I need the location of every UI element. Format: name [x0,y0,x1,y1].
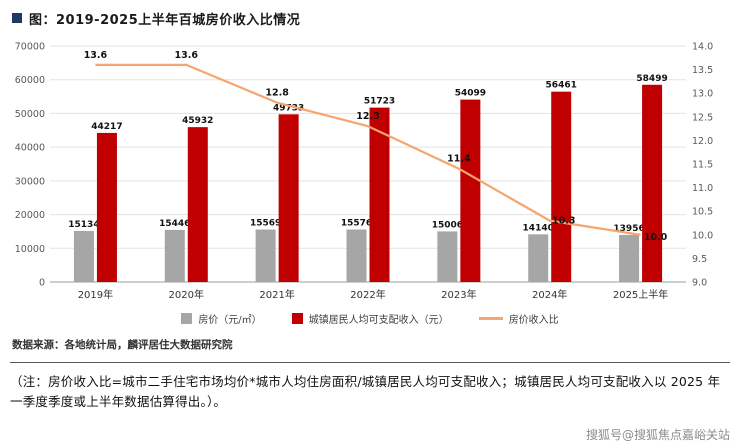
chart-legend: 房价（元/㎡） 城镇居民人均可支配收入（元） 房价收入比 [10,308,730,328]
bar-1-3 [369,107,390,282]
bar-0-3 [346,229,367,282]
svg-text:2023年: 2023年 [441,288,476,301]
bar-1-5 [551,91,572,282]
svg-text:10.0: 10.0 [692,230,713,241]
gridlines: 0 10000 20000 30000 40000 50000 60000 70000 9.0 9… [15,42,713,289]
svg-text:9.5: 9.5 [692,254,707,265]
svg-text:13.6: 13.6 [84,50,108,61]
svg-text:40000: 40000 [15,143,45,154]
legend-swatch-ratio-line [478,316,503,320]
svg-text:11.0: 11.0 [692,183,713,194]
bar-0-6 [619,234,640,282]
svg-text:10.3: 10.3 [552,216,575,227]
svg-text:0: 0 [39,278,45,289]
svg-text:51723: 51723 [364,97,395,107]
legend-item-price: 房价（元/㎡） [181,311,262,326]
svg-text:14140: 14140 [523,223,554,233]
bar-1-2 [278,114,299,283]
svg-text:14.0: 14.0 [692,42,713,53]
bar-0-1 [164,229,185,282]
svg-text:2020年: 2020年 [169,288,204,301]
bar-1-6 [642,84,663,282]
bar-1-1 [187,127,208,282]
svg-text:20000: 20000 [15,210,45,221]
data-source: 数据来源：各地统计局，麟评居住大数据研究院 [12,339,233,351]
footnote: （注：房价收入比=城市二手住宅市场均价*城市人均住房面积/城镇居民人均可支配收入… [10,374,721,409]
bar-0-4 [437,231,458,282]
svg-text:2022年: 2022年 [350,288,385,301]
svg-text:12.5: 12.5 [692,112,713,123]
svg-text:12.3: 12.3 [356,111,379,122]
svg-text:13.5: 13.5 [692,65,713,76]
watermark: 搜狐号@搜狐焦点嘉峪关站 [585,428,730,442]
svg-text:10.0: 10.0 [644,232,668,243]
bar-0-5 [528,234,549,282]
legend-label-income: 城镇居民人均可支配收入（元） [308,314,449,326]
price-income-chart: 0 10000 20000 30000 40000 50000 60000 70000 9.0 9… [10,32,728,308]
svg-text:2019年: 2019年 [78,288,113,301]
bar-1-4 [460,99,481,282]
ratio-line-series: 13.6 13.6 12.8 12.3 11.4 10.3 10.0 [84,50,668,243]
legend-swatch-price [181,312,193,324]
svg-text:13956: 13956 [613,224,644,234]
svg-text:15576: 15576 [341,218,372,228]
svg-text:15134: 15134 [68,220,99,230]
svg-text:9.0: 9.0 [692,278,707,289]
ratio-line [95,63,641,236]
svg-text:13.0: 13.0 [692,89,713,100]
svg-text:45932: 45932 [182,116,213,126]
divider-line [10,362,730,363]
svg-text:2024年: 2024年 [532,288,567,301]
svg-text:15446: 15446 [159,219,190,229]
svg-text:13.6: 13.6 [175,50,199,61]
svg-text:44217: 44217 [91,122,122,132]
chart-title-row: 图：2019-2025上半年百城房价收入比情况 [12,8,730,28]
bar-0-0 [73,230,94,282]
bar-series: 15134 44217 2019年 15446 45932 2020年 15569 49733… [68,74,668,301]
legend-item-income: 城镇居民人均可支配收入（元） [291,311,449,326]
svg-text:11.5: 11.5 [692,160,713,171]
svg-text:56461: 56461 [546,81,577,91]
svg-text:60000: 60000 [15,75,45,86]
svg-text:2021年: 2021年 [259,288,294,301]
svg-text:30000: 30000 [15,176,45,187]
legend-label-ratio: 房价收入比 [508,314,559,326]
svg-text:70000: 70000 [15,42,45,53]
svg-text:49733: 49733 [273,103,304,113]
svg-text:12.0: 12.0 [692,136,713,147]
legend-swatch-income [291,312,303,324]
svg-text:10000: 10000 [15,244,45,255]
svg-text:12.8: 12.8 [265,88,289,99]
svg-text:54099: 54099 [455,89,486,99]
svg-text:11.4: 11.4 [447,154,471,165]
svg-text:10.5: 10.5 [692,207,713,218]
bar-0-2 [255,229,276,282]
bar-1-0 [96,132,117,282]
svg-text:15569: 15569 [250,219,281,229]
chart-title: 图：2019-2025上半年百城房价收入比情况 [29,12,301,28]
svg-text:15006: 15006 [432,220,463,230]
svg-text:50000: 50000 [15,109,45,120]
svg-text:58499: 58499 [636,74,667,84]
legend-label-price: 房价（元/㎡） [198,314,262,326]
svg-text:2025上半年: 2025上半年 [613,288,668,301]
chart-canvas: 0 10000 20000 30000 40000 50000 60000 70000 9.0 9… [15,42,713,302]
legend-item-ratio: 房价收入比 [478,311,559,326]
title-bullet-icon [12,13,22,23]
